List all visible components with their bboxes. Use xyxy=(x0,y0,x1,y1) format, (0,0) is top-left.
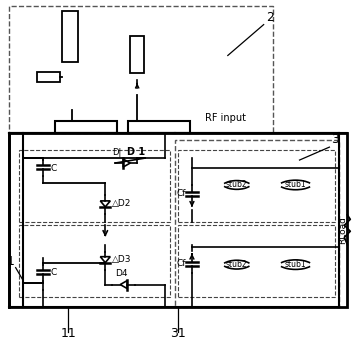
Text: stub1: stub1 xyxy=(285,260,306,269)
Text: 31: 31 xyxy=(170,327,186,340)
Text: C: C xyxy=(50,163,57,173)
Text: stub2: stub2 xyxy=(226,260,248,269)
Text: 3: 3 xyxy=(331,133,339,146)
Bar xyxy=(62,10,79,62)
Bar xyxy=(36,72,60,82)
Bar xyxy=(178,150,335,222)
Text: 2: 2 xyxy=(266,10,273,23)
Text: D|: D| xyxy=(112,148,122,157)
Text: stub1: stub1 xyxy=(285,181,306,189)
Text: 11: 11 xyxy=(61,327,76,340)
Text: Cf: Cf xyxy=(176,189,186,198)
Bar xyxy=(9,6,273,133)
Bar xyxy=(55,121,117,133)
Text: D4: D4 xyxy=(115,268,127,278)
Text: RF input: RF input xyxy=(205,113,246,123)
Text: stub2: stub2 xyxy=(226,181,248,189)
Bar xyxy=(128,121,190,133)
Text: RLoad: RLoad xyxy=(338,216,347,244)
Bar xyxy=(175,140,340,307)
Bar xyxy=(178,225,335,296)
Bar xyxy=(19,225,170,296)
Text: D 1: D 1 xyxy=(127,147,145,157)
Bar xyxy=(9,133,347,307)
Text: C: C xyxy=(50,268,57,277)
Text: △D2: △D2 xyxy=(112,199,132,208)
Bar xyxy=(19,150,170,222)
Text: △D3: △D3 xyxy=(112,255,132,264)
Bar xyxy=(130,36,144,74)
Text: 1: 1 xyxy=(7,255,15,268)
Text: Cf: Cf xyxy=(176,259,186,268)
